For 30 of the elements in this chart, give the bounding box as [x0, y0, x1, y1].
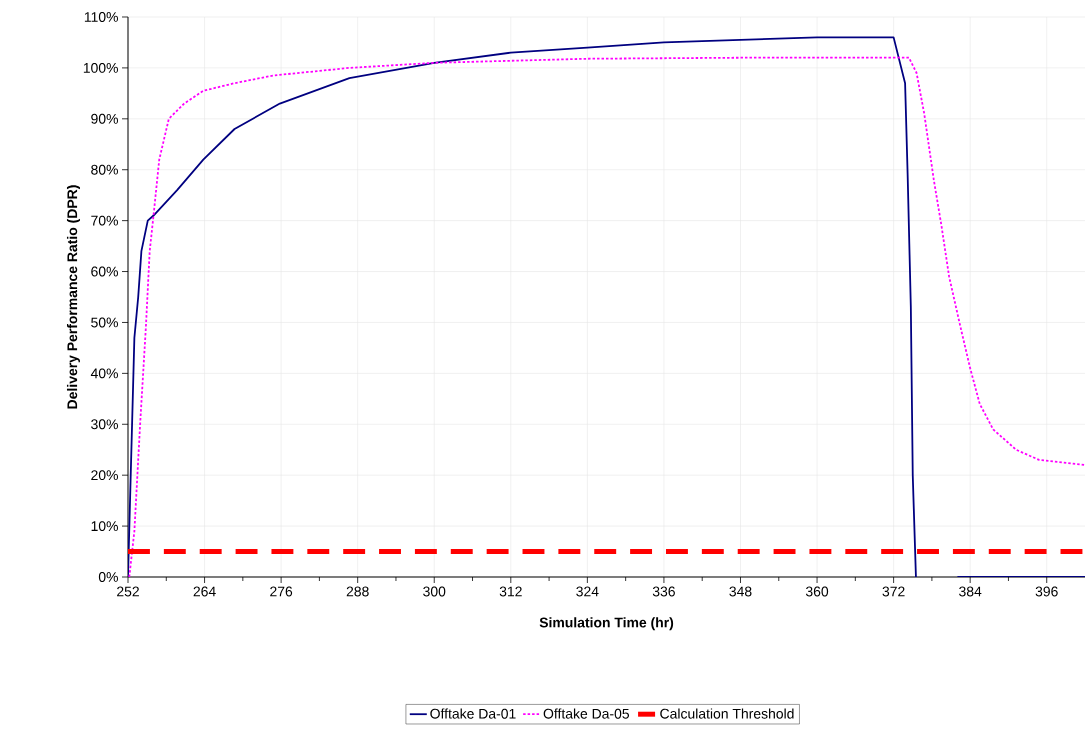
- y-tick-label: 20%: [91, 470, 118, 481]
- y-tick-label: 90%: [91, 113, 118, 124]
- x-tick-label: 276: [270, 586, 293, 597]
- x-tick-label: 300: [423, 586, 446, 597]
- y-tick-label: 60%: [91, 266, 118, 277]
- x-tick-label: 324: [576, 586, 599, 597]
- x-tick-label: 264: [193, 586, 216, 597]
- x-tick-label: 360: [805, 586, 829, 597]
- x-axis-title: Simulation Time (hr): [539, 617, 674, 631]
- y-tick-label: 10%: [91, 521, 118, 532]
- y-tick-label: 40%: [90, 368, 118, 379]
- y-tick-label: 70%: [91, 215, 118, 226]
- x-tick-label: 396: [1035, 586, 1058, 597]
- y-tick-label: 50%: [91, 317, 118, 328]
- legend-label: Offtake Da-01: [430, 708, 516, 719]
- legend-label: Calculation Threshold: [660, 708, 794, 719]
- x-tick-label: 312: [499, 586, 522, 597]
- x-tick-label: 348: [729, 586, 752, 597]
- x-tick-label: 372: [882, 586, 905, 597]
- x-tick-label: 252: [117, 586, 139, 597]
- y-tick-label: 100%: [83, 62, 118, 73]
- x-tick-label: 288: [346, 586, 369, 597]
- y-tick-label: 0%: [98, 572, 118, 582]
- y-axis-title: Delivery Performance Ratio (DPR): [66, 185, 80, 409]
- x-tick-label: 336: [652, 586, 675, 597]
- x-tick-label: 384: [959, 586, 982, 597]
- y-tick-label: 80%: [91, 164, 118, 175]
- legend-label: Offtake Da-05: [543, 708, 630, 719]
- y-tick-label: 110%: [84, 12, 118, 22]
- y-tick-label: 30%: [91, 419, 118, 430]
